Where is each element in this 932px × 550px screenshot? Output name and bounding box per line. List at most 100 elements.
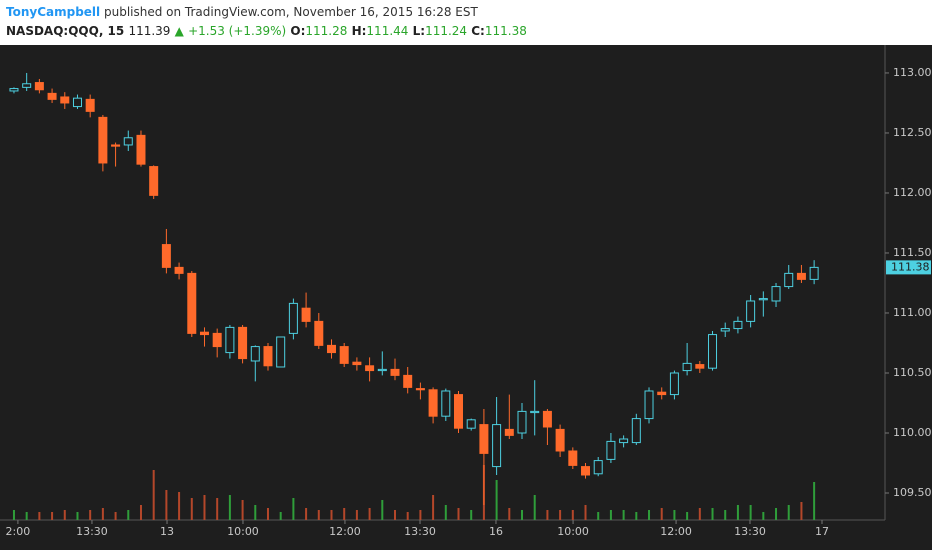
x-tick-label: 13:30	[734, 525, 766, 538]
x-tick-label: 13	[160, 525, 174, 538]
volume-bar	[749, 505, 752, 520]
candle-body	[339, 346, 349, 364]
x-tick-label: 16	[489, 525, 503, 538]
y-tick-label: 110.50	[893, 366, 932, 379]
candle-body	[720, 328, 730, 332]
candle-body	[199, 331, 209, 336]
high-value: 111.44	[366, 24, 408, 38]
candle-body	[9, 88, 19, 92]
volume-bar	[165, 490, 168, 520]
chart-background	[0, 45, 932, 550]
volume-bar	[63, 510, 66, 520]
volume-bar	[533, 495, 536, 520]
candle-body	[695, 364, 705, 369]
candle-body	[314, 320, 324, 346]
last-price-label: 111.38	[891, 260, 930, 273]
publish-line: TonyCampbell published on TradingView.co…	[6, 5, 478, 19]
volume-bar	[25, 512, 28, 520]
quote-line: NASDAQ:QQQ, 15 111.39 ▲ +1.53 (+1.39%) O…	[6, 24, 527, 38]
volume-bar	[228, 495, 231, 520]
author[interactable]: TonyCampbell	[6, 5, 100, 19]
volume-bar	[635, 512, 638, 520]
volume-bar	[432, 495, 435, 520]
volume-bar	[241, 500, 244, 520]
symbol: NASDAQ:QQQ, 15	[6, 24, 124, 38]
candle-body	[796, 272, 806, 280]
volume-bar	[800, 502, 803, 520]
volume-bar	[393, 510, 396, 520]
candle-body	[631, 418, 641, 444]
candle-body	[517, 410, 527, 434]
volume-bar	[698, 508, 701, 520]
volume-bar	[51, 512, 54, 520]
candle-body	[454, 394, 464, 429]
low-label: L:	[413, 24, 425, 38]
volume-bar	[787, 505, 790, 520]
y-tick-label: 111.50	[893, 246, 932, 259]
volume-bar	[762, 512, 765, 520]
candle-body	[530, 410, 540, 414]
candle-body	[326, 344, 336, 354]
y-tick-label: 112.00	[893, 186, 932, 199]
x-tick-label: 10:00	[227, 525, 259, 538]
volume-bar	[571, 510, 574, 520]
volume-bar	[813, 482, 816, 520]
candle-body	[149, 166, 159, 196]
open-label: O:	[290, 24, 305, 38]
header-background	[0, 0, 932, 45]
volume-bar	[330, 510, 333, 520]
candle-body	[34, 82, 44, 91]
volume-bar	[12, 510, 15, 520]
candle-body	[72, 97, 82, 108]
volume-bar	[381, 500, 384, 520]
volume-bar	[673, 510, 676, 520]
volume-bar	[139, 505, 142, 520]
volume-bar	[38, 512, 41, 520]
candle-body	[415, 388, 425, 391]
candle-body	[352, 361, 362, 366]
volume-bar	[89, 510, 92, 520]
candle-body	[60, 96, 70, 104]
candle-body	[365, 365, 375, 372]
candle-body	[403, 374, 413, 388]
candle-body	[161, 244, 171, 268]
volume-bar	[559, 510, 562, 520]
volume-bar	[622, 510, 625, 520]
candle-body	[568, 450, 578, 466]
volume-bar	[495, 480, 498, 520]
x-tick-label: 13:30	[76, 525, 108, 538]
candle-body	[657, 391, 667, 396]
volume-bar	[305, 508, 308, 520]
candle-body	[85, 98, 95, 112]
volume-bar	[127, 510, 130, 520]
volume-bar	[724, 510, 727, 520]
candle-body	[123, 137, 133, 146]
candle-body	[174, 266, 184, 274]
volume-bar	[711, 508, 714, 520]
candle-body	[809, 266, 819, 280]
candle-body	[301, 307, 311, 322]
y-tick-label: 109.50	[893, 486, 932, 499]
candle-body	[746, 300, 756, 322]
candle-body	[758, 298, 768, 301]
candle-body	[98, 116, 108, 164]
candle-body	[492, 424, 502, 468]
candle-body	[276, 336, 286, 368]
volume-bar	[190, 498, 193, 520]
candle-body	[225, 326, 235, 354]
high-label: H:	[352, 24, 367, 38]
volume-bar	[736, 505, 739, 520]
volume-bar	[457, 508, 460, 520]
published: published on TradingView.com, November 1…	[104, 5, 479, 19]
candle-body	[555, 428, 565, 452]
volume-bar	[584, 505, 587, 520]
volume-bar	[254, 505, 257, 520]
candle-body	[504, 428, 514, 436]
change-arrow: ▲	[175, 24, 185, 38]
candle-body	[377, 368, 387, 372]
volume-bar	[470, 510, 473, 520]
candle-body	[784, 272, 794, 288]
volume-bar	[216, 498, 219, 520]
